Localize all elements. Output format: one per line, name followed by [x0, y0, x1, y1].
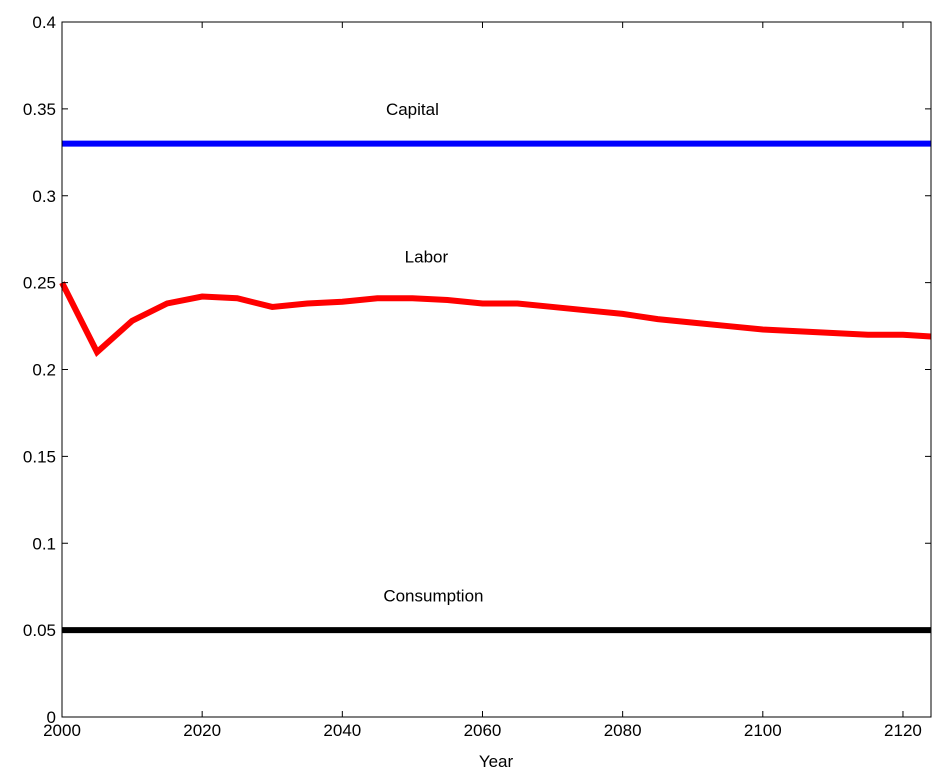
- plot-frame: [61, 21, 932, 718]
- tick-layer: 2000 2020 2040 2060 2080 2100 2120 0 0.05 0.1 0.15…: [23, 13, 931, 740]
- annotation-labor: Labor: [405, 248, 449, 267]
- y-tick-label: 0.05: [23, 621, 56, 640]
- series-layer: [59, 140, 932, 634]
- x-tick-label: 2040: [323, 721, 361, 740]
- series-line-labor: [59, 281, 932, 357]
- annotation-consumption: Consumption: [383, 586, 483, 605]
- y-tick-label: 0.1: [32, 534, 56, 553]
- annotation-layer: Capital Labor Consumption: [383, 100, 483, 606]
- y-tick-label: 0.2: [32, 361, 56, 380]
- y-tick-label: 0.25: [23, 274, 56, 293]
- x-tick-label: 2100: [744, 721, 782, 740]
- y-tick-label: 0.35: [23, 100, 56, 119]
- y-tick-label: 0.15: [23, 447, 56, 466]
- x-tick-label: 2080: [604, 721, 642, 740]
- annotation-capital: Capital: [386, 100, 439, 119]
- x-axis-title: Year: [479, 752, 514, 771]
- x-tick-label: 2020: [183, 721, 221, 740]
- x-tick-label: 2060: [464, 721, 502, 740]
- x-tick-label: 2120: [884, 721, 922, 740]
- y-tick-label: 0: [47, 708, 56, 727]
- y-tick-label: 0.4: [32, 13, 56, 32]
- y-tick-label: 0.3: [32, 187, 56, 206]
- x-tick-label: 2000: [43, 721, 81, 740]
